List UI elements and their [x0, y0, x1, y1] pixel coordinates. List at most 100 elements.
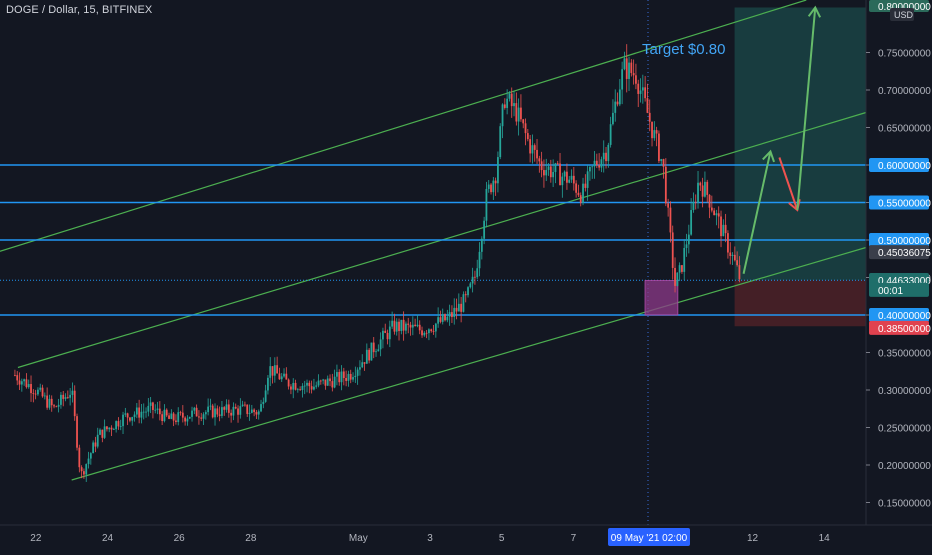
candle: [260, 404, 262, 412]
candle: [326, 378, 329, 386]
candle: [313, 386, 315, 390]
candle: [30, 384, 32, 394]
candle: [267, 377, 269, 391]
y-tick-label: 0.65000000: [878, 124, 931, 135]
channel-line-lower[interactable]: [71, 246, 867, 481]
price-label: 0.44633000: [878, 276, 931, 287]
candle: [43, 395, 46, 397]
candle: [497, 157, 499, 184]
candle: [234, 406, 237, 409]
candle: [572, 175, 575, 184]
candle: [147, 405, 150, 412]
channel-line-upper[interactable]: [0, 0, 807, 252]
candle: [257, 411, 260, 415]
candle: [85, 464, 88, 475]
candle: [414, 324, 417, 327]
candle: [359, 367, 361, 370]
x-tick-label: 28: [245, 533, 257, 544]
candle: [618, 89, 621, 105]
candle: [48, 398, 51, 408]
candle: [198, 416, 200, 418]
candle: [324, 379, 327, 386]
candle: [131, 417, 134, 421]
candle: [425, 332, 428, 334]
candle: [246, 404, 249, 414]
candle: [103, 426, 106, 438]
candle: [648, 112, 651, 122]
projection-arrow-up[interactable]: [742, 151, 772, 274]
candle: [685, 244, 688, 248]
price-label-bg: [869, 308, 929, 322]
candle: [586, 171, 589, 188]
entry-box[interactable]: [644, 280, 679, 316]
candle: [16, 375, 19, 381]
candle: [244, 404, 246, 406]
candle: [41, 387, 44, 397]
candle: [455, 307, 458, 312]
candle: [529, 139, 532, 154]
candle: [453, 307, 456, 318]
price-label: 0.45036075: [878, 248, 931, 259]
candle: [365, 349, 368, 364]
candle: [306, 382, 308, 386]
candle: [76, 416, 78, 448]
candle: [301, 385, 304, 391]
price-label: 0.38500000: [878, 324, 931, 335]
candle: [499, 126, 502, 158]
candle: [382, 330, 384, 340]
candle: [595, 160, 598, 166]
candle: [184, 417, 187, 422]
candle: [407, 323, 410, 325]
candle: [179, 412, 182, 414]
candle: [73, 390, 76, 417]
target-zone: [734, 7, 866, 281]
candle: [605, 152, 607, 162]
candle: [269, 366, 272, 378]
candle: [310, 386, 313, 390]
candle: [708, 194, 711, 208]
candle: [319, 380, 322, 382]
y-tick-label: 0.30000000: [878, 386, 931, 397]
x-tick-label: 22: [30, 533, 42, 544]
x-tick-label: 3: [427, 533, 433, 544]
candle: [340, 371, 343, 383]
candle: [683, 247, 686, 272]
candle: [262, 401, 265, 405]
candle: [112, 429, 115, 430]
candle: [704, 181, 706, 197]
candle: [612, 112, 614, 125]
candle: [391, 320, 394, 327]
price-label: 0.55000000: [878, 199, 931, 210]
candle: [124, 413, 127, 415]
time-axis[interactable]: [0, 525, 932, 550]
candle: [333, 376, 336, 388]
candle: [278, 373, 281, 380]
candle: [660, 159, 663, 162]
candle: [345, 378, 348, 381]
candle: [384, 330, 387, 333]
candle: [232, 406, 235, 416]
candle: [524, 123, 527, 134]
candle: [697, 182, 699, 203]
candle: [172, 413, 175, 421]
candle: [317, 380, 320, 386]
projection-arrow-up[interactable]: [796, 7, 817, 211]
candle: [138, 407, 141, 418]
candle: [694, 201, 697, 203]
candle: [483, 220, 486, 239]
candle: [352, 377, 354, 380]
candle: [485, 188, 488, 221]
price-label-bg: [869, 320, 929, 335]
x-tick-label: 5: [499, 533, 505, 544]
candle: [361, 362, 364, 368]
candle: [117, 421, 120, 427]
candle: [464, 294, 467, 296]
candle: [273, 365, 276, 376]
candle: [154, 409, 157, 411]
candle: [687, 234, 690, 245]
candle: [554, 163, 557, 172]
candle: [715, 213, 718, 216]
projection-arrow-down[interactable]: [778, 157, 799, 211]
